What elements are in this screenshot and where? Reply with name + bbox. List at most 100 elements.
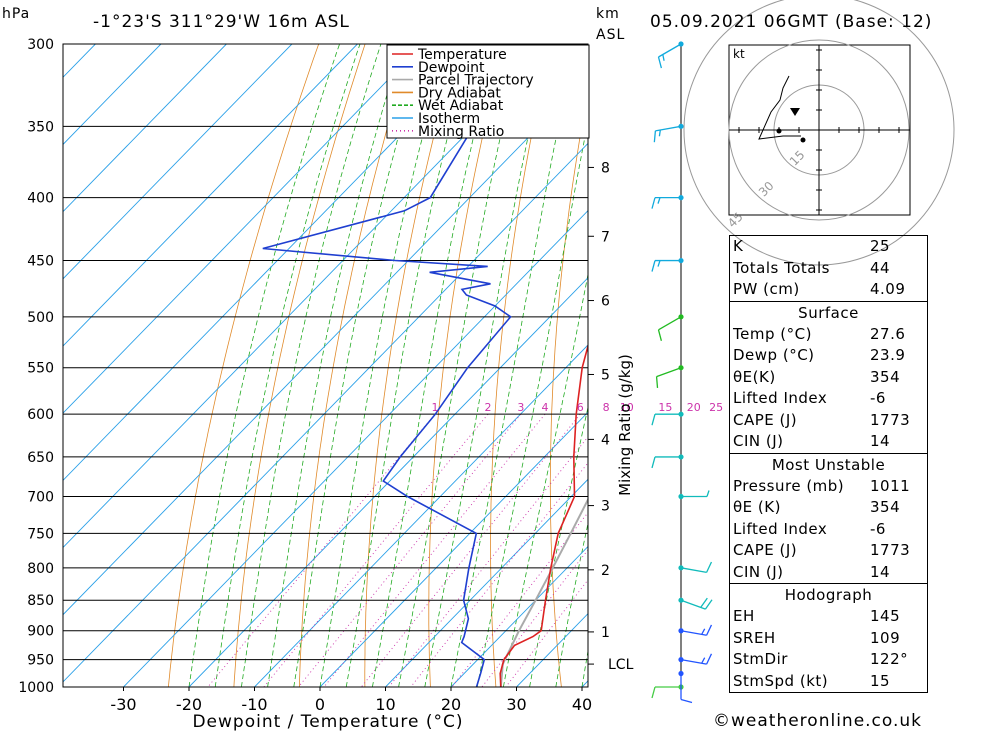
pressure-tick-label: 750 <box>27 526 54 542</box>
pressure-tick-label: 300 <box>27 37 54 53</box>
temperature-line <box>499 342 588 687</box>
isotherm-line <box>319 411 588 687</box>
mixing-ratio-label: 20 <box>687 401 701 414</box>
wind-barb-flag <box>704 599 713 610</box>
isotherm-line <box>450 545 588 687</box>
isotherm-line <box>254 344 588 687</box>
wet-adiabat-line <box>214 44 361 687</box>
x-tick-label: -20 <box>176 695 202 714</box>
isotherm-line <box>63 44 424 414</box>
mixing-ratio-label: 10 <box>620 401 634 414</box>
skewt-grid <box>0 44 1000 687</box>
mixing-ratio-label: 1 <box>431 401 438 414</box>
km-tick-label: 5 <box>601 367 610 383</box>
isotherm-line <box>385 478 588 687</box>
wet-adiabat-line <box>188 44 340 687</box>
wet-adiabat-line <box>555 521 588 687</box>
wind-barb-flag <box>706 653 713 665</box>
wind-barb-staff <box>658 316 682 331</box>
wind-barb-staff <box>655 125 682 132</box>
mixing-ratio-line <box>505 579 588 687</box>
wet-adiabat-line <box>345 44 473 687</box>
wind-barb-flag <box>706 624 713 636</box>
wet-adiabat-line <box>372 44 497 687</box>
pressure-tick-label: 850 <box>27 593 54 609</box>
isotherm-line <box>188 277 588 687</box>
wind-barb-half-flag <box>701 628 706 635</box>
pressure-tick-label: 350 <box>27 119 54 135</box>
pressure-tick-label: 550 <box>27 361 54 377</box>
dry-adiabat-line <box>969 44 1000 687</box>
wind-barb-half-flag <box>701 657 706 664</box>
km-tick-label: 3 <box>601 499 610 515</box>
legend-label: Wet Adiabat <box>418 98 504 114</box>
legend-label: Dry Adiabat <box>418 85 501 101</box>
hodograph-point <box>800 137 806 143</box>
wind-barb-flag <box>680 698 693 704</box>
copyright-link[interactable]: ©weatheronline.co.uk <box>713 711 923 731</box>
isotherm-line <box>63 44 162 146</box>
wet-adiabat-line <box>293 44 426 687</box>
isotherm-line <box>0 44 30 687</box>
legend-label: Dewpoint <box>418 60 485 76</box>
pressure-tick-label: 400 <box>27 191 54 207</box>
x-axis-title: Dewpoint / Temperature (°C) <box>192 712 463 732</box>
wind-profile <box>651 41 713 704</box>
legend-label: Parcel Trajectory <box>418 73 534 89</box>
isotherm-line <box>63 44 358 347</box>
axes: 1 2 3 4 6 8 10 15 20 2530035040045050055060065070… <box>18 37 723 732</box>
dewpoint-line <box>262 44 512 687</box>
wind-barb-flag <box>706 561 713 573</box>
mixing-ratio-line <box>361 413 581 687</box>
x-tick-label: 10 <box>375 695 395 714</box>
wind-barb-staff <box>680 567 707 573</box>
pressure-tick-label: 950 <box>27 653 54 669</box>
km-tick-label: 6 <box>601 294 610 310</box>
most-unstable-section: Most Unstable Pressure (mb) 1011 θE (K) 35… <box>730 452 927 584</box>
mixing-ratio-label: 15 <box>658 401 672 414</box>
wind-barb-flag <box>655 376 659 389</box>
isotherm-line <box>63 44 293 280</box>
wind-barb-flag <box>651 260 656 272</box>
index-row-pw: PW (cm) 4.09 <box>733 280 906 298</box>
pressure-tick-label: 800 <box>27 561 54 577</box>
wind-barb-staff <box>656 367 682 378</box>
mixing-ratio-label: 8 <box>603 401 610 414</box>
mixing-ratio-label: 25 <box>709 401 723 414</box>
location-title: -1°23'S 311°29'W 16m ASL <box>93 12 350 32</box>
mixing-ratio-line <box>263 413 489 687</box>
km-tick-label: LCL <box>608 657 634 673</box>
index-row-totals: Totals Totals 44 <box>733 258 891 277</box>
plot-frame <box>62 43 589 688</box>
mixing-ratio-line <box>298 413 522 687</box>
most-unstable-title: Most Unstable <box>771 455 886 474</box>
wind-barb-half-flag <box>658 129 661 137</box>
pressure-tick-label: 900 <box>27 624 54 640</box>
mixing-ratio-axis-title: Mixing Ratio (g/kg) <box>616 354 634 496</box>
surface-title: Surface <box>798 303 859 322</box>
wind-barb-half-flag <box>706 490 710 497</box>
isotherm-line <box>63 75 588 616</box>
wind-barb-half-flag <box>657 260 661 267</box>
pressure-tick-label: 500 <box>27 310 54 326</box>
dry-adiabat-line <box>664 44 692 687</box>
isotherm-line <box>63 44 489 481</box>
km-unit: km <box>596 6 620 22</box>
wet-adiabat-line <box>581 648 588 687</box>
x-tick-label: 30 <box>506 695 526 714</box>
legend-label: Mixing Ratio <box>418 124 504 140</box>
isotherm-line <box>63 44 227 213</box>
mixing-ratio-label: 2 <box>485 401 492 414</box>
x-tick-label: -30 <box>110 695 136 714</box>
wind-barb-flag <box>651 197 656 209</box>
km-tick-label: 1 <box>601 625 610 641</box>
asl-unit: ASL <box>596 27 626 43</box>
profile-curves <box>262 44 588 687</box>
datetime-title: 05.09.2021 06GMT (Base: 12) <box>650 12 933 32</box>
km-tick-label: 8 <box>601 160 610 176</box>
hodograph-point <box>776 128 782 134</box>
index-row-k: K 25 <box>733 237 891 255</box>
legend-box <box>386 44 590 139</box>
